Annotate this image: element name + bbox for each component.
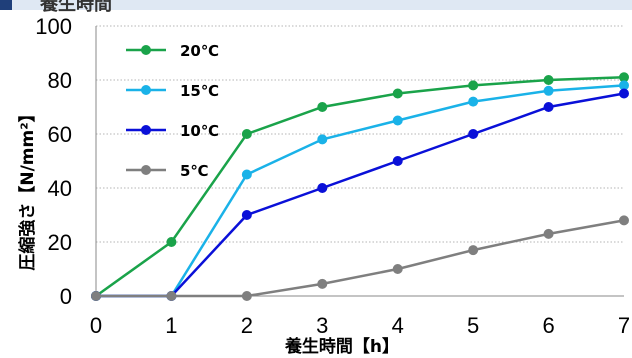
data-point xyxy=(317,278,328,289)
y-tick-labels: 0 20 40 60 80 100 xyxy=(35,14,72,309)
x-tick-label: 7 xyxy=(618,313,630,338)
legend-entry-2: 10℃ xyxy=(126,122,219,140)
data-point xyxy=(166,237,177,247)
legend-entry-3: 5℃ xyxy=(126,162,209,180)
section-marker xyxy=(0,0,12,10)
data-point xyxy=(241,169,252,180)
legend-marker xyxy=(141,85,151,95)
data-point xyxy=(241,129,252,139)
data-point xyxy=(468,96,479,107)
legend-marker xyxy=(141,165,151,175)
data-point xyxy=(468,129,479,139)
y-tick-label: 60 xyxy=(48,122,72,147)
y-tick-label: 0 xyxy=(60,284,72,309)
x-tick-label: 0 xyxy=(90,313,102,338)
legend-marker xyxy=(141,45,151,55)
data-point xyxy=(468,80,479,91)
legend-marker xyxy=(141,125,151,135)
data-point xyxy=(619,88,629,99)
data-point xyxy=(468,245,479,256)
legend-label: 20℃ xyxy=(180,42,219,60)
data-point xyxy=(543,228,554,239)
series-0 xyxy=(91,72,629,301)
data-point xyxy=(619,80,629,91)
series-1 xyxy=(91,80,629,301)
x-tick-labels: 0 1 2 3 4 5 6 7 xyxy=(90,313,630,338)
section-header-band: 養生時間 xyxy=(0,0,632,15)
x-tick-label: 2 xyxy=(241,313,253,338)
x-tick-label: 6 xyxy=(542,313,554,338)
data-point xyxy=(317,183,328,193)
series-line xyxy=(96,219,625,298)
series-line xyxy=(96,92,625,298)
data-point xyxy=(392,88,403,99)
data-point xyxy=(91,291,101,301)
y-tick-label: 100 xyxy=(35,14,72,39)
series-3 xyxy=(91,215,629,301)
x-tick-label: 3 xyxy=(316,313,328,338)
data-point xyxy=(392,156,403,166)
series-line xyxy=(95,76,625,298)
series-lines xyxy=(91,72,629,301)
y-tick-label: 40 xyxy=(48,176,72,201)
x-tick-label: 5 xyxy=(467,313,479,338)
y-tick-label: 80 xyxy=(48,68,72,93)
data-point xyxy=(392,115,403,126)
data-point xyxy=(241,210,252,220)
gridlines xyxy=(96,25,624,243)
data-point xyxy=(619,72,629,83)
data-point xyxy=(317,134,328,145)
data-point xyxy=(543,85,554,96)
data-point xyxy=(543,75,554,85)
legend-entry-0: 20℃ xyxy=(126,42,219,60)
data-point xyxy=(241,291,252,301)
data-point xyxy=(543,102,554,112)
legend: 20℃ 15℃ 10℃ 5℃ xyxy=(126,42,219,180)
legend-label: 10℃ xyxy=(180,122,219,140)
data-point xyxy=(317,102,328,112)
y-tick-label: 20 xyxy=(48,230,72,255)
data-point xyxy=(166,291,177,301)
series-2 xyxy=(91,88,629,301)
x-tick-label: 4 xyxy=(392,313,404,338)
x-tick-label: 1 xyxy=(165,313,177,338)
y-axis-title: 圧縮強さ【N/mm²】 xyxy=(17,105,38,270)
legend-entry-1: 15℃ xyxy=(126,82,219,100)
axes xyxy=(95,26,624,297)
x-axis-title: 養生時間【h】 xyxy=(284,336,399,357)
legend-label: 15℃ xyxy=(180,82,219,100)
data-point xyxy=(619,215,629,226)
series-line xyxy=(96,84,625,298)
data-point xyxy=(392,264,403,274)
section-heading: 養生時間 xyxy=(40,0,112,15)
legend-label: 5℃ xyxy=(180,162,209,180)
